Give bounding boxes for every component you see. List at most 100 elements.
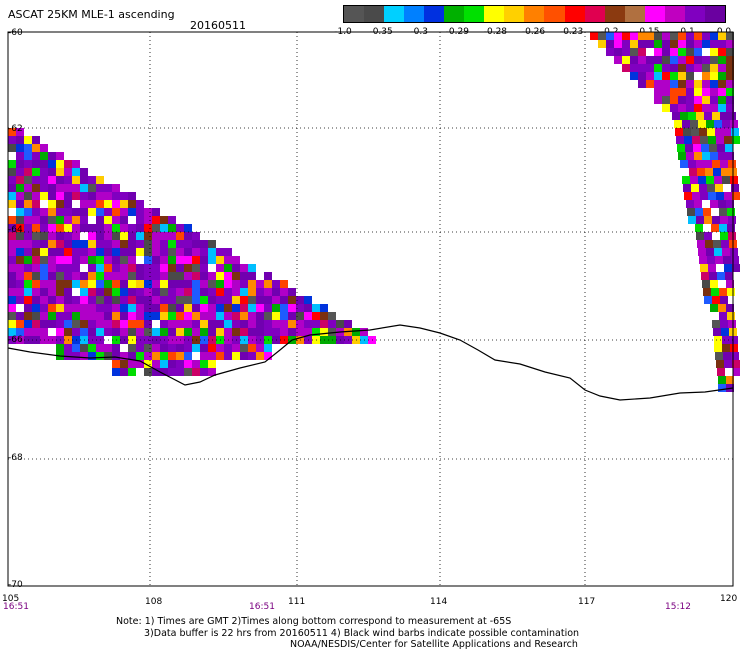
- wind-cell: [168, 320, 176, 328]
- wind-cell: [224, 256, 232, 264]
- wind-cell: [216, 344, 224, 352]
- wind-cell: [200, 312, 208, 320]
- wind-cell: [718, 304, 726, 312]
- wind-cell: [80, 248, 88, 256]
- wind-cell: [176, 264, 184, 272]
- wind-cell: [32, 216, 40, 224]
- wind-cell: [256, 312, 264, 320]
- wind-cell: [714, 176, 722, 184]
- wind-cell: [136, 288, 144, 296]
- wind-cell: [646, 80, 654, 88]
- wind-cell: [184, 264, 192, 272]
- wind-cell: [48, 248, 56, 256]
- wind-cell: [694, 40, 702, 48]
- wind-cell: [16, 224, 24, 232]
- wind-cell: [676, 136, 684, 144]
- wind-cell: [48, 328, 56, 336]
- wind-cell: [700, 192, 708, 200]
- wind-cell: [200, 296, 208, 304]
- wind-cell: [690, 120, 698, 128]
- wind-cell: [16, 312, 24, 320]
- wind-cell: [112, 296, 120, 304]
- wind-cell: [168, 240, 176, 248]
- wind-cell: [232, 296, 240, 304]
- wind-cell: [696, 232, 704, 240]
- wind-cell: [224, 352, 232, 360]
- wind-cell: [112, 312, 120, 320]
- wind-cell: [176, 224, 184, 232]
- wind-cell: [72, 288, 80, 296]
- wind-cell: [144, 280, 152, 288]
- wind-cell: [710, 104, 718, 112]
- wind-cell: [700, 264, 708, 272]
- wind-cell: [32, 296, 40, 304]
- wind-cell: [168, 216, 176, 224]
- lat-label: -70: [8, 580, 23, 590]
- wind-cell: [702, 32, 710, 40]
- wind-cell: [697, 240, 705, 248]
- wind-cell: [88, 168, 96, 176]
- wind-cell: [152, 272, 160, 280]
- wind-cell: [670, 104, 678, 112]
- wind-cell: [695, 208, 703, 216]
- wind-cell: [699, 128, 707, 136]
- wind-cell: [8, 304, 16, 312]
- wind-cell: [224, 248, 232, 256]
- wind-cell: [64, 272, 72, 280]
- wind-cell: [717, 272, 725, 280]
- wind-cell: [88, 328, 96, 336]
- wind-cell: [88, 312, 96, 320]
- wind-cell: [16, 264, 24, 272]
- wind-cell: [48, 208, 56, 216]
- wind-cell: [16, 288, 24, 296]
- wind-cell: [48, 232, 56, 240]
- wind-cell: [160, 368, 168, 376]
- wind-cell: [16, 304, 24, 312]
- wind-cell: [80, 240, 88, 248]
- wind-cell: [208, 280, 216, 288]
- wind-cell: [702, 88, 710, 96]
- wind-cell: [16, 152, 24, 160]
- wind-cell: [240, 272, 248, 280]
- wind-cell: [104, 184, 112, 192]
- wind-cell: [715, 256, 723, 264]
- wind-cell: [136, 256, 144, 264]
- wind-cell: [176, 368, 184, 376]
- wind-cell: [32, 328, 40, 336]
- wind-cell: [16, 184, 24, 192]
- wind-cell: [120, 216, 128, 224]
- wind-cell: [606, 48, 614, 56]
- wind-cell: [136, 368, 144, 376]
- wind-cell: [40, 200, 48, 208]
- wind-cell: [24, 168, 32, 176]
- wind-cell: [136, 224, 144, 232]
- wind-cell: [168, 256, 176, 264]
- wind-cell: [662, 80, 670, 88]
- wind-cell: [160, 304, 168, 312]
- wind-cell: [8, 216, 16, 224]
- wind-cell: [16, 192, 24, 200]
- wind-cell: [694, 104, 702, 112]
- wind-cell: [168, 344, 176, 352]
- wind-cell: [56, 208, 64, 216]
- wind-cell: [731, 256, 739, 264]
- coastline: [7, 324, 734, 401]
- wind-cell: [8, 200, 16, 208]
- wind-cell: [248, 352, 256, 360]
- wind-cell: [678, 88, 686, 96]
- wind-cell: [104, 240, 112, 248]
- wind-cell: [136, 248, 144, 256]
- wind-cell: [714, 248, 722, 256]
- wind-cell: [272, 328, 280, 336]
- wind-cell: [160, 232, 168, 240]
- wind-cell: [40, 248, 48, 256]
- wind-cell: [24, 304, 32, 312]
- wind-cell: [320, 328, 328, 336]
- wind-cell: [232, 288, 240, 296]
- wind-cell: [112, 264, 120, 272]
- wind-cell: [240, 320, 248, 328]
- wind-cell: [720, 296, 728, 304]
- wind-cell: [144, 320, 152, 328]
- wind-cell: [224, 328, 232, 336]
- wind-cell: [248, 312, 256, 320]
